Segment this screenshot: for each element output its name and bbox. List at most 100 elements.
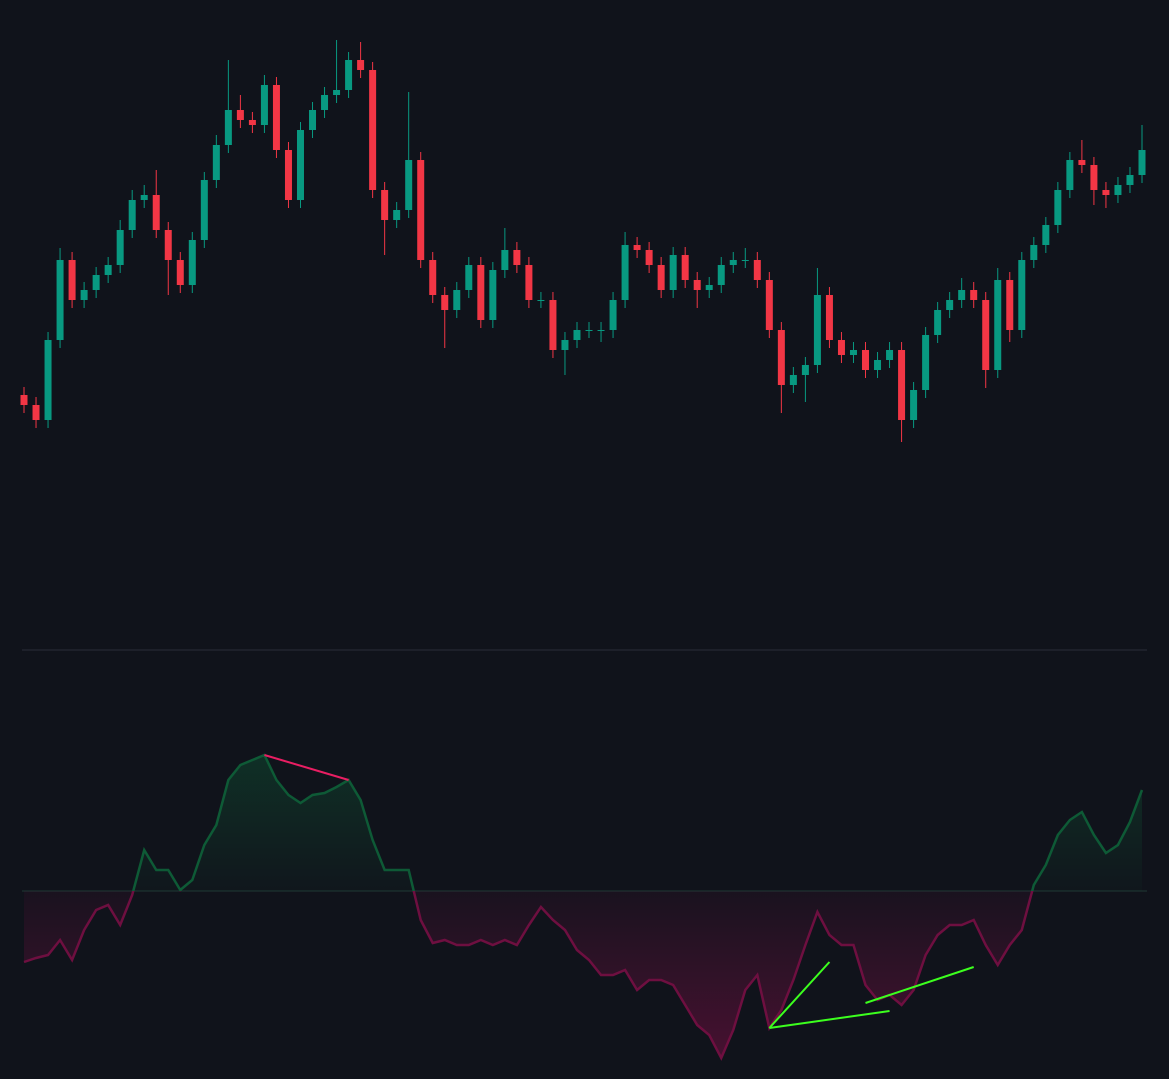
candle-body — [573, 330, 581, 340]
candle-body — [248, 120, 256, 125]
oscillator-line-negative — [23, 891, 1034, 1061]
candle-body — [296, 130, 304, 200]
candle-body — [68, 260, 76, 300]
candle-body — [741, 260, 749, 261]
divergence-line — [768, 961, 831, 1029]
candle-body — [729, 260, 737, 265]
candle-body — [910, 390, 918, 420]
candle-body — [1078, 160, 1086, 165]
candle-body — [681, 255, 689, 280]
candle-body — [537, 300, 545, 301]
candle-body — [441, 295, 449, 310]
candle-body — [477, 265, 485, 320]
candle-body — [212, 145, 220, 180]
candle-body — [357, 60, 365, 70]
candle-body — [44, 340, 52, 420]
candle-body — [393, 210, 401, 220]
candle-body — [152, 195, 160, 230]
candle-body — [1090, 165, 1098, 190]
candle-body — [405, 160, 413, 210]
candle-body — [92, 275, 100, 290]
divergence-line — [769, 1010, 890, 1029]
candle-body — [1018, 260, 1026, 330]
candle-body — [813, 295, 821, 365]
candle-body — [1030, 245, 1038, 260]
candle-body — [453, 290, 461, 310]
oscillator-area-negative — [24, 891, 1142, 1058]
candle-body — [333, 90, 341, 95]
candle-body — [597, 330, 605, 331]
candle-body — [970, 290, 978, 300]
candle-body — [188, 240, 196, 285]
candle-body — [525, 265, 533, 300]
candle-body — [116, 230, 124, 265]
candle-body — [104, 265, 112, 275]
candle-body — [705, 285, 713, 290]
candle-body — [429, 260, 437, 295]
candle-body — [224, 110, 232, 145]
candle-body — [862, 350, 870, 370]
candle-body — [585, 330, 593, 331]
oscillator-line-positive — [131, 753, 1144, 891]
candle-body — [561, 340, 569, 350]
candle-body — [32, 405, 40, 420]
candle-body — [1042, 225, 1050, 245]
candle-body — [621, 245, 629, 300]
candle-body — [982, 300, 990, 370]
candle-body — [549, 300, 557, 350]
candle-body — [381, 190, 389, 220]
candle-body — [657, 265, 665, 290]
candle-body — [777, 330, 785, 385]
candle-body — [765, 280, 773, 330]
candle-body — [272, 85, 280, 150]
candle-body — [1114, 185, 1122, 195]
candle-body — [1102, 190, 1110, 195]
candle-body — [321, 95, 329, 110]
candle-body — [1138, 150, 1146, 175]
candle-body — [417, 160, 425, 260]
candle-body — [633, 245, 641, 250]
candle-body — [886, 350, 894, 360]
candle-body — [56, 260, 64, 340]
candle-body — [849, 350, 857, 355]
candle-body — [369, 70, 377, 190]
candle-body — [946, 300, 954, 310]
divergence-line — [865, 966, 975, 1004]
candle-body — [753, 260, 761, 280]
candle-body — [80, 290, 88, 300]
candle-body — [1054, 190, 1062, 225]
candle-body — [309, 110, 317, 130]
candle-body — [200, 180, 208, 240]
candle-body — [958, 290, 966, 300]
candle-body — [1066, 160, 1074, 190]
candle-body — [898, 350, 906, 420]
candle-body — [164, 230, 172, 260]
candle-body — [609, 300, 617, 330]
candle-body — [717, 265, 725, 285]
candle-body — [645, 250, 653, 265]
candle-body — [128, 200, 136, 230]
candle-body — [489, 270, 497, 320]
candle-body — [260, 85, 268, 125]
oscillator-area-positive — [24, 755, 1142, 891]
candle-body — [236, 110, 244, 120]
candle-body — [837, 340, 845, 355]
candle-body — [934, 310, 942, 335]
candle-body — [693, 280, 701, 290]
candle-body — [1006, 280, 1014, 330]
candle-body — [789, 375, 797, 385]
candle-body — [176, 260, 184, 285]
candle-body — [20, 395, 28, 405]
candle-body — [922, 335, 930, 390]
candle-body — [345, 60, 353, 90]
candle-body — [994, 280, 1002, 370]
candle-body — [501, 250, 509, 270]
candle-body — [140, 195, 148, 200]
candle-body — [465, 265, 473, 290]
candle-body — [669, 255, 677, 290]
candle-body — [801, 365, 809, 375]
divergence-line — [264, 754, 349, 781]
candle-body — [513, 250, 521, 265]
candle-body — [1126, 175, 1134, 185]
